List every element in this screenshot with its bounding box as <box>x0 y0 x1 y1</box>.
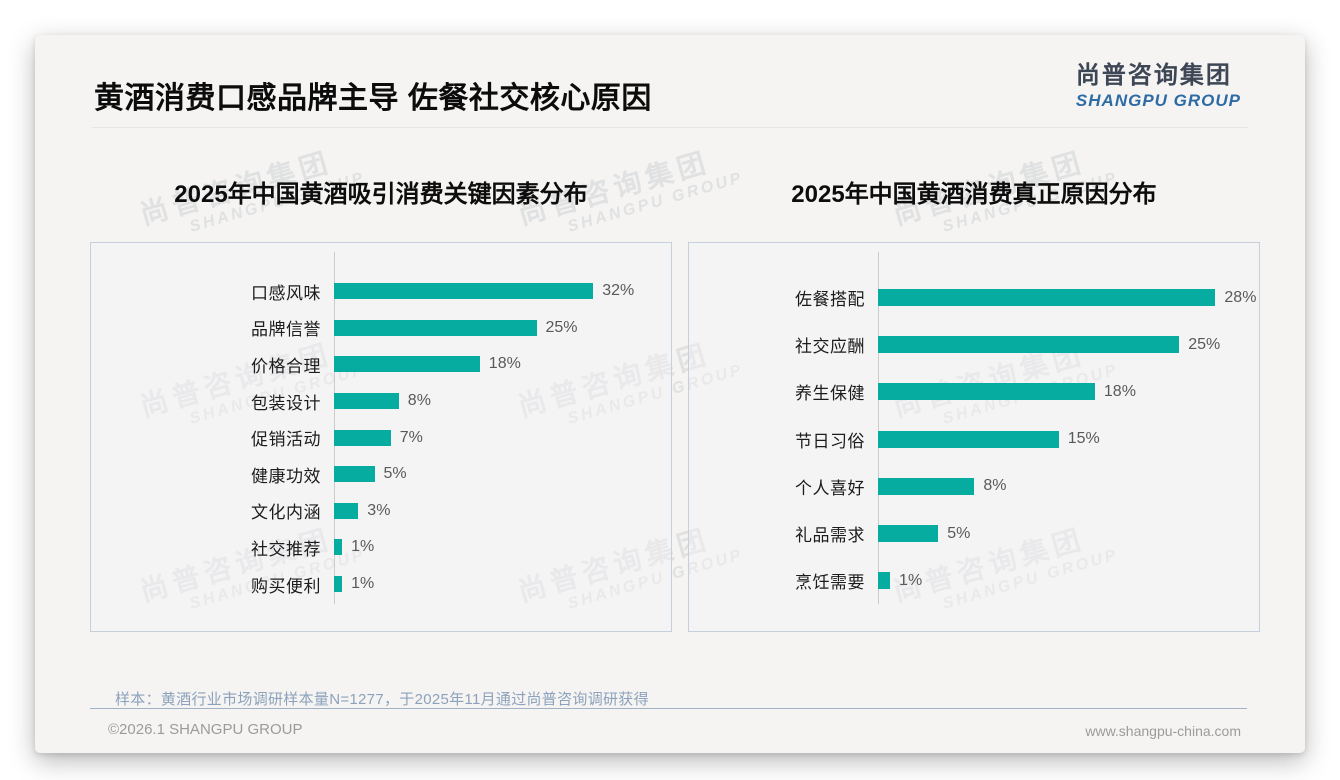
value-label: 3% <box>367 501 391 519</box>
chart-row: 购买便利 1% <box>91 566 671 603</box>
value-label: 18% <box>488 355 521 373</box>
value-label: 8% <box>983 477 1007 495</box>
bar-chart-attract-factors: 口感风味 32% 品牌信誉 25% 价格合理 18% 包装设计 8% 促销活动 7% 健康功效 5% 文… <box>91 243 671 631</box>
bar-track: 25% <box>334 319 671 337</box>
bar-track: 18% <box>878 383 1259 401</box>
bar-track: 7% <box>334 429 671 447</box>
company-logo: 尚普咨询集团 SHANGPU GROUP <box>1076 55 1241 111</box>
bar <box>334 539 343 556</box>
category-label: 促销活动 <box>251 430 321 450</box>
value-label: 1% <box>351 538 375 556</box>
bar <box>878 383 1095 401</box>
bar-track: 8% <box>878 477 1259 495</box>
chart-row: 促销活动 7% <box>91 419 671 456</box>
website-url: www.shangpu-china.com <box>1085 723 1241 739</box>
bar <box>334 393 399 410</box>
bar <box>334 466 375 483</box>
footer-divider <box>90 708 1247 709</box>
chart-panel-left: 口感风味 32% 品牌信誉 25% 价格合理 18% 包装设计 8% 促销活动 7% 健康功效 5% 文… <box>90 242 672 632</box>
logo-chinese-text: 尚普咨询集团 <box>1075 62 1232 89</box>
value-label: 8% <box>407 392 431 410</box>
category-label: 口感风味 <box>251 283 321 303</box>
bar-track: 25% <box>878 336 1259 354</box>
chart-row: 包装设计 8% <box>91 383 671 420</box>
bar-track: 5% <box>334 465 671 483</box>
chart-row: 社交应酬 25% <box>689 321 1259 368</box>
bar-chart-consumption-reasons: 佐餐搭配 28% 社交应酬 25% 养生保健 18% 节日习俗 15% 个人喜好 8% 礼品需求 5%… <box>689 243 1259 631</box>
bar <box>334 502 359 519</box>
category-label: 礼品需求 <box>795 526 865 546</box>
chart-row: 文化内涵 3% <box>91 493 671 530</box>
bar <box>878 525 939 543</box>
value-label: 5% <box>947 524 971 542</box>
bar-track: 8% <box>334 392 671 410</box>
category-label: 价格合理 <box>251 356 321 376</box>
bar-track: 18% <box>334 355 671 373</box>
category-label: 养生保健 <box>795 384 865 404</box>
value-label: 1% <box>899 571 923 589</box>
chart-row: 礼品需求 5% <box>689 510 1259 557</box>
bar <box>334 576 343 593</box>
value-label: 1% <box>351 575 375 593</box>
category-label: 文化内涵 <box>251 503 321 523</box>
chart-row: 养生保健 18% <box>689 368 1259 415</box>
category-label: 社交应酬 <box>795 337 865 357</box>
bar-track: 1% <box>334 575 671 593</box>
chart-row: 个人喜好 8% <box>689 463 1259 510</box>
category-label: 社交推荐 <box>251 539 321 559</box>
bar <box>878 289 1216 307</box>
bar <box>878 430 1059 448</box>
bar-track: 5% <box>878 525 1259 543</box>
category-label: 包装设计 <box>251 393 321 413</box>
category-label: 购买便利 <box>251 576 321 596</box>
bar <box>334 429 391 446</box>
chart-row: 烹饪需要 1% <box>689 557 1259 604</box>
chart-panel-right: 佐餐搭配 28% 社交应酬 25% 养生保健 18% 节日习俗 15% 个人喜好 8% 礼品需求 5%… <box>688 242 1260 632</box>
bar <box>878 477 975 495</box>
slide: 尚普咨询集团 SHANGPU GROUP 尚普咨询集团 SHANGPU GROUP 尚普… <box>35 35 1305 753</box>
chart-row: 社交推荐 1% <box>91 529 671 566</box>
copyright-text: ©2026.1 SHANGPU GROUP <box>108 721 303 738</box>
bar <box>334 356 480 373</box>
category-label: 品牌信誉 <box>251 320 321 340</box>
value-label: 7% <box>399 428 423 446</box>
bar-track: 3% <box>334 502 671 520</box>
title-divider <box>92 127 1248 128</box>
bar <box>878 572 891 590</box>
bar-track: 1% <box>334 538 671 556</box>
bar <box>334 319 537 336</box>
category-label: 个人喜好 <box>795 478 865 498</box>
value-label: 32% <box>602 282 635 300</box>
bar <box>878 336 1180 354</box>
category-label: 烹饪需要 <box>795 573 865 593</box>
bar <box>334 283 594 300</box>
chart-row: 口感风味 32% <box>91 273 671 310</box>
chart-row: 佐餐搭配 28% <box>689 274 1259 321</box>
chart-row: 价格合理 18% <box>91 346 671 383</box>
value-label: 25% <box>545 318 578 336</box>
chart-row: 品牌信誉 25% <box>91 310 671 347</box>
value-label: 25% <box>1188 335 1221 353</box>
value-label: 28% <box>1224 288 1257 306</box>
value-label: 18% <box>1103 382 1136 400</box>
bar-track: 15% <box>878 430 1259 448</box>
chart-row: 健康功效 5% <box>91 456 671 493</box>
bar-track: 1% <box>878 572 1259 590</box>
y-axis-line <box>334 252 335 604</box>
right-chart-title: 2025年中国黄酒消费真正原因分布 <box>791 181 1157 208</box>
sample-footnote: 样本：黄酒行业市场调研样本量N=1277，于2025年11月通过尚普咨询调研获得 <box>115 691 649 708</box>
category-label: 节日习俗 <box>795 431 865 451</box>
y-axis-line <box>878 252 879 604</box>
category-label: 佐餐搭配 <box>795 290 865 310</box>
chart-row: 节日习俗 15% <box>689 416 1259 463</box>
left-chart-title: 2025年中国黄酒吸引消费关键因素分布 <box>174 181 588 208</box>
value-label: 15% <box>1067 430 1100 448</box>
page-title: 黄酒消费口感品牌主导 佐餐社交核心原因 <box>94 82 652 115</box>
category-label: 健康功效 <box>251 466 321 486</box>
bar-track: 28% <box>878 289 1259 307</box>
bar-track: 32% <box>334 282 671 300</box>
value-label: 5% <box>383 465 407 483</box>
logo-english-text: SHANGPU GROUP <box>1075 91 1241 110</box>
